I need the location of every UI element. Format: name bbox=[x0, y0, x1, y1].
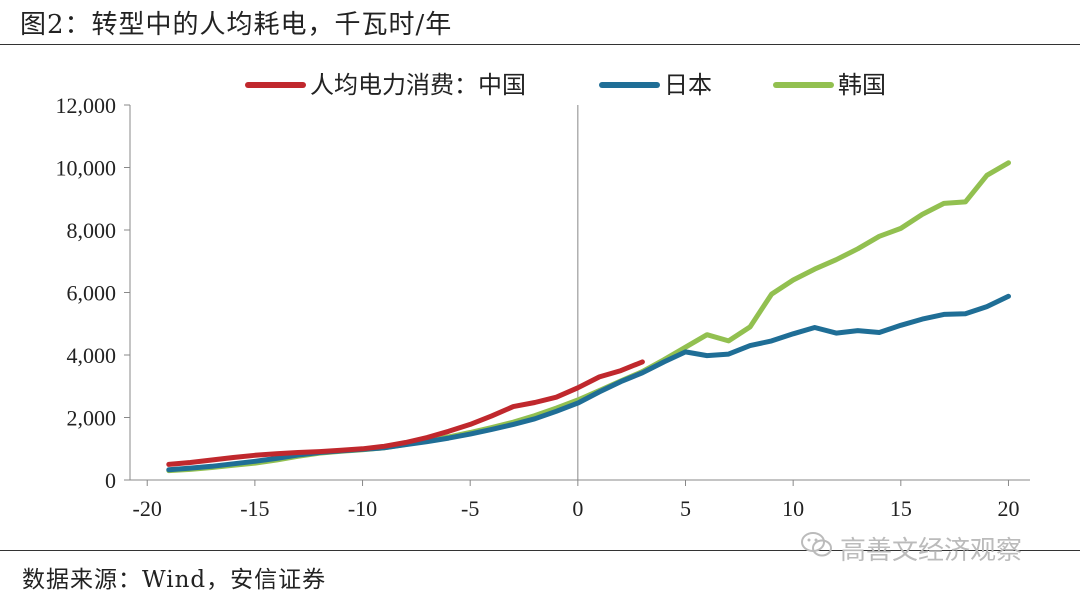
y-tick-label: 0 bbox=[105, 468, 116, 493]
series-line-2 bbox=[166, 160, 1011, 474]
chart-legend: 人均电力消费：中国 日本 韩国 bbox=[245, 72, 886, 99]
x-tick-label: 10 bbox=[782, 496, 804, 521]
x-tick-label: 20 bbox=[997, 496, 1019, 521]
y-tick-label: 12,000 bbox=[56, 93, 117, 118]
x-tick-label: -10 bbox=[348, 496, 377, 521]
chart-series bbox=[166, 160, 1011, 474]
watermark-text: 高善文经济观察 bbox=[840, 535, 1023, 566]
x-tick-label: -15 bbox=[240, 496, 269, 521]
x-tick-label: 0 bbox=[572, 496, 583, 521]
chart-title: 图2：转型中的人均耗电，千瓦时/年 bbox=[20, 10, 453, 40]
legend-label: 人均电力消费：中国 bbox=[310, 72, 526, 99]
source-rule bbox=[0, 550, 1080, 551]
y-tick-label: 4,000 bbox=[67, 343, 117, 368]
chart-axes: 0 2,000 4,000 6,000 8,000 10,000 12,000 -20 -15 -… bbox=[56, 93, 1030, 521]
x-tick-label: -5 bbox=[461, 496, 479, 521]
y-tick-label: 10,000 bbox=[56, 156, 117, 181]
x-tick-label: 15 bbox=[890, 496, 912, 521]
legend-label: 韩国 bbox=[838, 72, 886, 99]
x-tick-label: -20 bbox=[133, 496, 162, 521]
watermark: 高善文经济观察 bbox=[800, 528, 1022, 568]
title-rule bbox=[0, 44, 1080, 45]
y-tick-label: 8,000 bbox=[67, 218, 117, 243]
legend-label: 日本 bbox=[664, 72, 712, 99]
line-chart: 0 2,000 4,000 6,000 8,000 10,000 12,000 -20 -15 -… bbox=[56, 72, 1030, 521]
wechat-icon bbox=[800, 530, 834, 567]
source-note: 数据来源：Wind，安信证券 bbox=[22, 567, 327, 593]
y-tick-label: 2,000 bbox=[67, 406, 117, 431]
y-tick-label: 6,000 bbox=[67, 281, 117, 306]
x-tick-label: 5 bbox=[680, 496, 691, 521]
series-line-0 bbox=[166, 359, 645, 467]
